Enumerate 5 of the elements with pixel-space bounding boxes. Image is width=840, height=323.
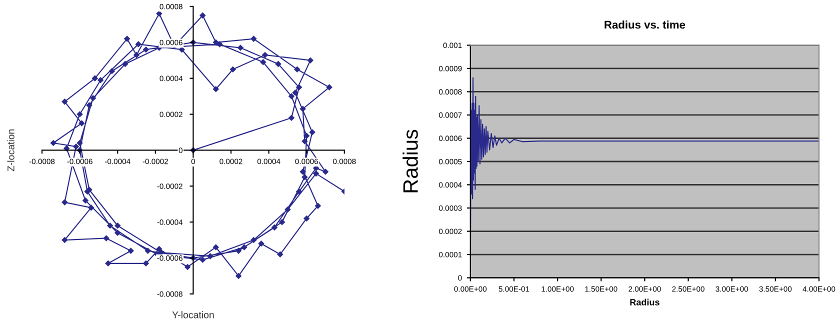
x-axis-title: Radius [630,298,660,306]
x-axis-title: Y-location [172,311,214,318]
y-axis-title: Radius [402,130,418,192]
y-axis-title: Z-location [7,129,14,172]
chart-title: Radius vs. time [604,20,686,29]
